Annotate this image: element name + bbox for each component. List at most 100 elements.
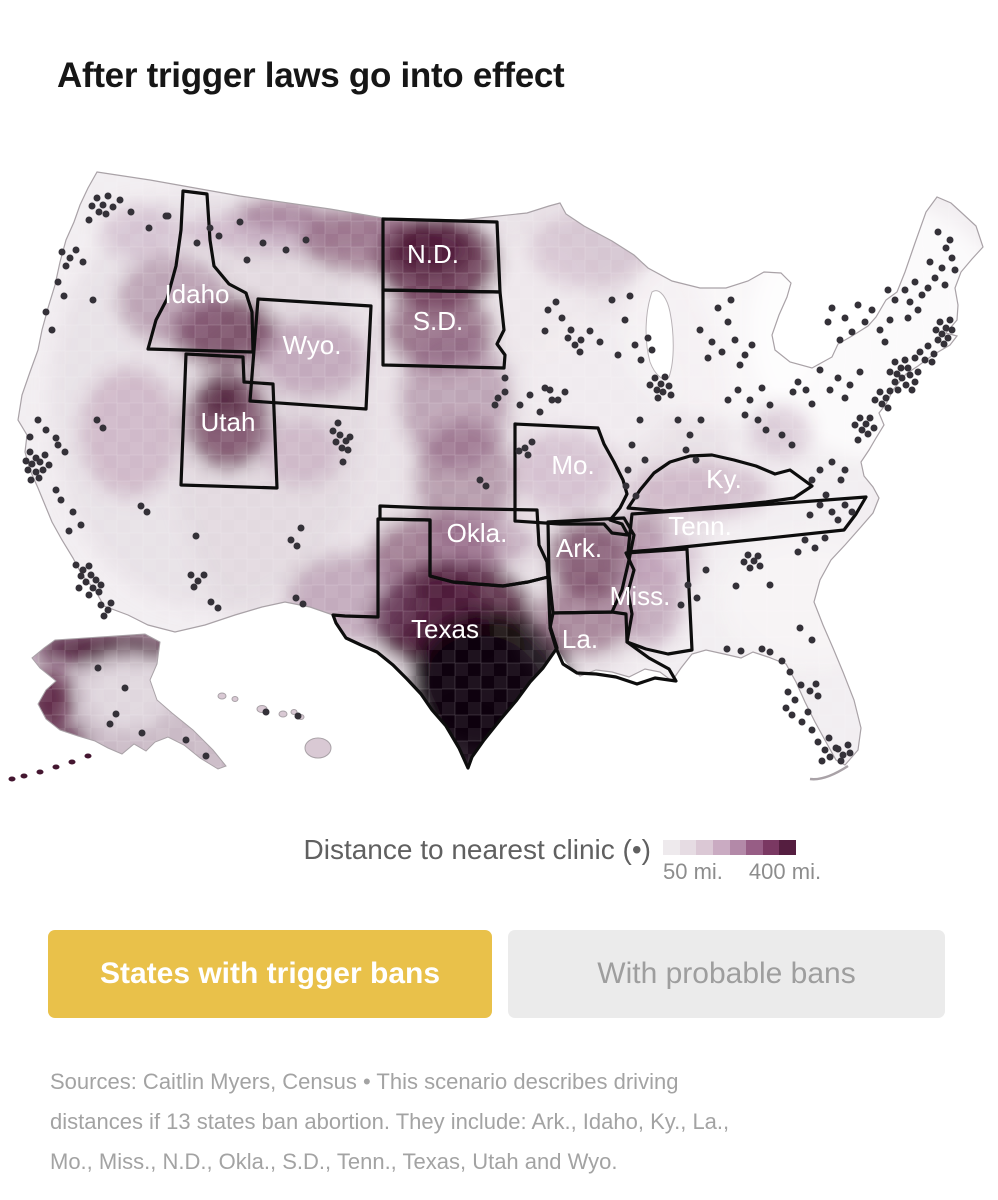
clinic-dot	[708, 338, 716, 346]
clinic-dot	[924, 284, 932, 292]
clinic-dot	[936, 318, 944, 326]
state-label-missouri: Mo.	[551, 450, 594, 480]
clinic-dot	[632, 492, 640, 500]
clinic-dot	[782, 704, 790, 712]
clinic-dot	[494, 394, 502, 402]
clinic-dot	[904, 314, 912, 322]
clinic-dot	[164, 212, 172, 220]
clinic-dot	[731, 336, 739, 344]
clinic-dot	[112, 710, 120, 718]
clinic-dot	[858, 426, 866, 434]
clinic-dot	[194, 577, 202, 585]
clinic-dot	[614, 351, 622, 359]
probable-bans-button[interactable]: With probable bans	[508, 930, 945, 1018]
clinic-dot	[109, 203, 117, 211]
clinic-dot	[69, 508, 77, 516]
clinic-dot	[851, 421, 859, 429]
clinic-dot	[608, 296, 616, 304]
state-outline-louisiana[interactable]	[548, 610, 678, 686]
clinic-dot	[651, 374, 659, 382]
clinic-dot	[528, 438, 536, 446]
aleutian-island	[8, 776, 16, 782]
clinic-dot	[576, 348, 584, 356]
state-outline-mississippi[interactable]	[624, 547, 694, 656]
clinic-dot	[902, 381, 910, 389]
clinic-dot	[798, 718, 806, 726]
state-outline-texas[interactable]	[331, 517, 559, 770]
clinic-dot	[822, 491, 830, 499]
clinic-dot	[871, 396, 879, 404]
aleutian-island	[84, 753, 92, 759]
clinic-dot	[941, 281, 949, 289]
clinic-dot	[736, 361, 744, 369]
clinic-dot	[778, 657, 786, 665]
clinic-dot	[951, 266, 959, 274]
clinic-dot	[906, 298, 914, 306]
clinic-dot	[28, 460, 36, 468]
clinic-dot	[106, 720, 114, 728]
clinic-dot	[762, 426, 770, 434]
state-outline-arkansas[interactable]	[546, 516, 636, 615]
source-line: Mo., Miss., N.D., Okla., S.D., Tenn., Te…	[50, 1149, 618, 1174]
clinic-dot	[344, 446, 352, 454]
clinic-dot	[93, 416, 101, 424]
clinic-dot	[778, 431, 786, 439]
clinic-dot	[866, 414, 874, 422]
clinic-dot	[552, 298, 560, 306]
clinic-dot	[99, 201, 107, 209]
clinic-dot	[856, 368, 864, 376]
clinic-dot	[804, 708, 812, 716]
clinic-dot	[334, 419, 342, 427]
clinic-dot	[79, 566, 87, 574]
clinic-dot	[891, 296, 899, 304]
clinic-dot	[839, 751, 847, 759]
clinic-dot	[32, 468, 40, 476]
clinic-dot	[881, 338, 889, 346]
state-outline-idaho[interactable]	[146, 189, 255, 354]
clinic-dot	[854, 436, 862, 444]
state-outline-south-dakota[interactable]	[381, 288, 507, 370]
clinic-dot	[806, 687, 814, 695]
clinic-dot	[801, 536, 809, 544]
hawaii-island	[217, 692, 227, 700]
clinic-dot	[934, 228, 942, 236]
clinic-dot	[104, 606, 112, 614]
clinic-dot	[626, 292, 634, 300]
trigger-bans-button[interactable]: States with trigger bans	[48, 930, 492, 1018]
clinic-dot	[92, 576, 100, 584]
clinic-dot	[243, 256, 251, 264]
clinic-dot	[744, 551, 752, 559]
clinic-dot	[844, 741, 852, 749]
clinic-dot	[697, 416, 705, 424]
clinic-dot	[491, 401, 499, 409]
clinic-dot	[924, 342, 932, 350]
state-label-louisiana: La.	[562, 624, 598, 654]
clinic-dot	[297, 524, 305, 532]
clinic-dot	[66, 254, 74, 262]
clinic-dot	[516, 401, 524, 409]
state-outline-kentucky[interactable]	[626, 453, 814, 513]
clinic-dot	[35, 474, 43, 482]
clinic-dot	[138, 729, 146, 737]
clinic-dot	[824, 318, 832, 326]
clinic-dot	[826, 753, 834, 761]
clinic-dot	[41, 451, 49, 459]
clinic-dot	[930, 350, 938, 358]
clinic-dot	[884, 286, 892, 294]
clinic-dot	[58, 248, 66, 256]
clinic-dot	[841, 466, 849, 474]
clinic-dot	[259, 239, 267, 247]
state-label-south-dakota: S.D.	[413, 306, 464, 336]
clinic-dot	[758, 384, 766, 392]
clinic-dot	[940, 340, 948, 348]
clinic-dot	[42, 426, 50, 434]
state-outline-wyoming[interactable]	[248, 297, 373, 411]
clinic-dot	[116, 196, 124, 204]
clinic-dot	[802, 386, 810, 394]
hawaii-island	[231, 696, 239, 702]
state-outline-utah[interactable]	[179, 352, 279, 490]
clinic-dot	[82, 578, 90, 586]
clinic-dot	[911, 354, 919, 362]
clinic-dot	[624, 466, 632, 474]
